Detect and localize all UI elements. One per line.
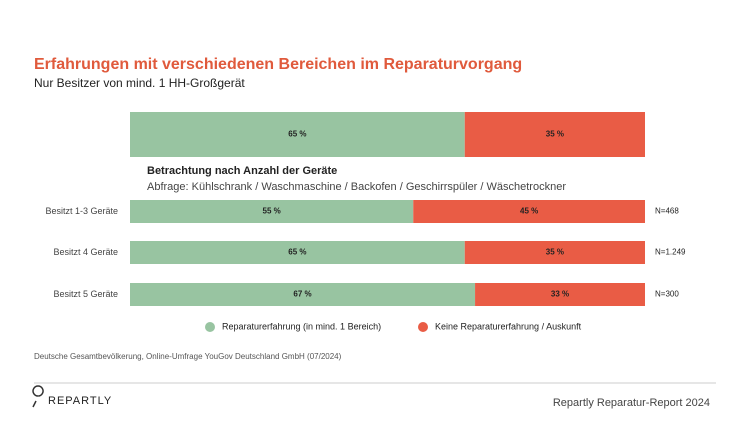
value-label: 67 %: [293, 290, 311, 299]
sample-size: N=300: [655, 290, 679, 299]
bar-segment: [464, 241, 645, 264]
chart-title: Erfahrungen mit verschiedenen Bereichen …: [34, 56, 522, 73]
legend-marker: [205, 322, 215, 332]
section-title: Betrachtung nach Anzahl der Geräte: [147, 165, 337, 177]
section-box: [130, 158, 645, 198]
bar-segment: [130, 283, 476, 306]
sample-size: N=1.249: [655, 248, 686, 257]
value-label: 55 %: [263, 207, 281, 216]
category-label: Besitzt 1-3 Geräte: [45, 206, 118, 216]
value-label: 65 %: [288, 248, 306, 257]
bar-segment: [130, 112, 465, 157]
legend-label: Reparaturerfahrung (in mind. 1 Bereich): [222, 321, 381, 331]
value-label: 33 %: [551, 290, 569, 299]
brand: REPARTLY: [48, 395, 112, 407]
legend-marker: [418, 322, 428, 332]
bar-segment: [464, 112, 645, 157]
value-label: 65 %: [288, 130, 306, 139]
sample-size: N=468: [655, 207, 679, 216]
value-label: 35 %: [546, 130, 564, 139]
section-subtitle: Abfrage: Kühlschrank / Waschmaschine / B…: [147, 181, 566, 193]
value-label: 35 %: [546, 248, 564, 257]
bar-segment: [130, 200, 414, 223]
source: Deutsche Gesamtbevölkerung, Online-Umfra…: [34, 352, 342, 361]
legend-label: Keine Reparaturerfahrung / Auskunft: [435, 321, 582, 331]
category-label: Besitzt 4 Geräte: [53, 247, 118, 257]
logo-icon: [32, 385, 44, 408]
bar-segment: [475, 283, 645, 306]
chart-subtitle: Nur Besitzer von mind. 1 HH-Großgerät: [34, 76, 245, 90]
value-label: 45 %: [520, 207, 538, 216]
report-label: Repartly Reparatur-Report 2024: [553, 397, 710, 409]
category-label: Besitzt 5 Geräte: [53, 289, 118, 299]
bar-segment: [413, 200, 645, 223]
bar-segment: [130, 241, 465, 264]
